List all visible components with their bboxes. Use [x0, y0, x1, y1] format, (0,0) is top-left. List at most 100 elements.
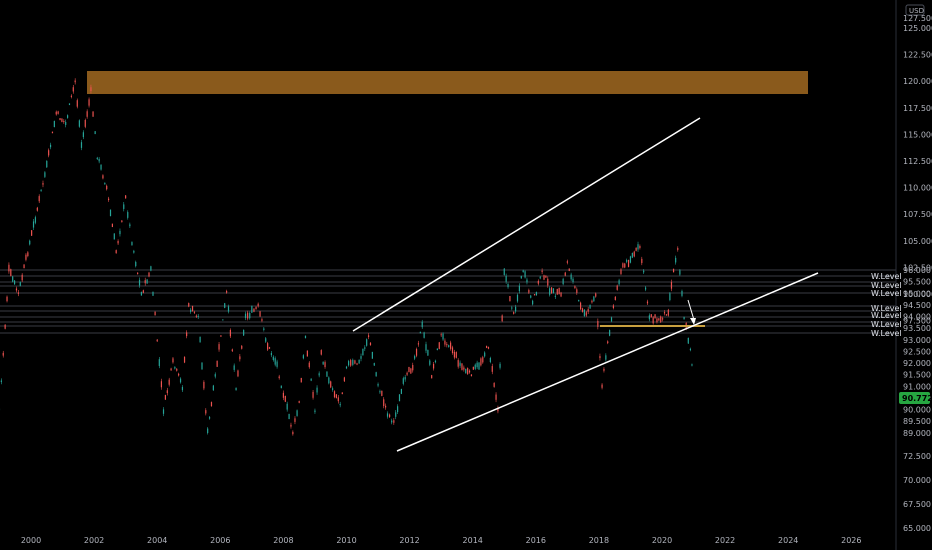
candle-body	[108, 198, 110, 201]
candle-body	[513, 312, 515, 314]
candle-body	[679, 270, 681, 275]
candle-body	[423, 332, 425, 338]
candle-body	[391, 420, 393, 423]
candle-body	[263, 328, 265, 330]
candle-body	[255, 306, 257, 310]
candle-body	[455, 352, 457, 358]
candle-body	[515, 306, 517, 312]
candle-body	[66, 115, 69, 118]
candle-body	[354, 360, 356, 364]
candle-body	[249, 313, 251, 319]
candle-body	[467, 368, 469, 375]
candle-body	[451, 347, 454, 354]
candle-body	[412, 365, 414, 371]
candle-body	[15, 288, 18, 291]
candle-body	[201, 362, 203, 370]
candle-body	[556, 288, 558, 295]
y-tick-label: 65.000	[903, 524, 931, 533]
candle-body	[511, 307, 513, 309]
candle-body	[683, 316, 685, 320]
candle-body	[333, 391, 336, 398]
candle-body	[220, 335, 222, 337]
candle-body	[491, 366, 493, 372]
candle-body	[131, 242, 133, 246]
upper-trendline[interactable]	[352, 117, 701, 332]
candle-body	[152, 291, 154, 296]
candle-body	[400, 388, 402, 394]
candle-body	[472, 366, 474, 370]
candle-body	[587, 309, 589, 312]
candle-body	[267, 343, 269, 350]
candle-body	[395, 412, 397, 417]
candle-body	[358, 359, 360, 364]
price-axis-panel[interactable]	[896, 0, 932, 550]
arrow-annotation[interactable]	[687, 299, 696, 325]
x-tick-label: 2008	[273, 536, 293, 545]
candle-body	[414, 356, 416, 359]
candle-body	[622, 263, 624, 268]
candle-body	[282, 392, 284, 398]
w-level-label: W.Level	[871, 329, 902, 338]
candle-body	[533, 294, 536, 296]
candle-body	[84, 119, 86, 127]
candle-body	[652, 317, 654, 324]
x-tick-label: 2002	[84, 536, 104, 545]
candle-body	[174, 367, 176, 369]
candle-body	[624, 263, 626, 268]
x-tick-label: 2018	[589, 536, 609, 545]
y-tick-label: 102.500	[903, 263, 932, 272]
candle-body	[373, 363, 375, 366]
candle-body	[94, 131, 96, 135]
candle-body	[503, 268, 505, 275]
candle-body	[296, 410, 298, 416]
candle-body	[214, 374, 216, 377]
candle-body	[72, 87, 74, 92]
candle-body	[332, 388, 334, 390]
candle-body	[383, 399, 385, 407]
candle-body	[322, 361, 324, 365]
resistance-zone[interactable]	[87, 71, 808, 94]
candle-body	[127, 212, 129, 218]
candle-body	[408, 366, 410, 373]
candle-body	[410, 368, 412, 374]
candle-body	[385, 405, 387, 408]
svg-text:90.772: 90.772	[902, 394, 932, 403]
candle-body	[583, 309, 585, 317]
candle-body	[109, 209, 112, 217]
candle-body	[284, 395, 286, 402]
candle-body	[379, 391, 381, 393]
lower-trendline[interactable]	[396, 272, 819, 452]
candle-body	[562, 278, 564, 285]
level-grid-lines	[0, 269, 896, 334]
candle-body	[191, 305, 194, 312]
candle-body	[501, 315, 503, 322]
candle-body	[518, 285, 520, 292]
candle-body	[572, 278, 574, 283]
currency-label[interactable]: USD	[905, 4, 925, 16]
candle-body	[162, 409, 165, 414]
candle-body	[96, 157, 98, 160]
last-price-badge[interactable]: 90.772	[899, 392, 932, 404]
candle-body	[57, 111, 59, 114]
candle-body	[251, 305, 253, 313]
candle-body	[589, 304, 591, 309]
candle-body	[436, 348, 438, 351]
candle-body	[348, 361, 350, 366]
candle-body	[148, 272, 150, 277]
svg-text:USD: USD	[909, 7, 924, 15]
candle-body	[142, 290, 144, 293]
candle-body	[98, 158, 100, 162]
candle-body	[241, 345, 243, 349]
candle-body	[530, 295, 532, 298]
candle-body	[499, 363, 501, 368]
candle-body	[48, 150, 50, 156]
candle-body	[639, 246, 641, 248]
candle-body	[82, 132, 84, 138]
candle-body	[610, 317, 613, 322]
y-tick-label: 115.000	[903, 130, 932, 139]
candle-body	[616, 285, 618, 290]
candle-body	[183, 356, 186, 363]
candle-body	[190, 309, 192, 312]
candle-body	[326, 371, 328, 377]
